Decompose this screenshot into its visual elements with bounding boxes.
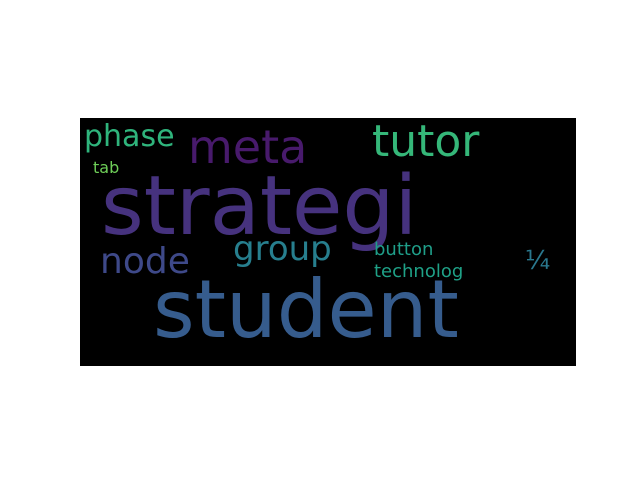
word-tutor: tutor: [372, 118, 480, 167]
word-tab: tab: [93, 158, 120, 177]
word-meta: meta: [188, 120, 308, 174]
word-strategi: strategi: [101, 159, 418, 254]
word-phase: phase: [84, 119, 175, 154]
word-node: node: [100, 241, 190, 282]
word-cloud: strategi student meta tutor phase node g…: [80, 118, 576, 366]
word-group: group: [233, 229, 332, 269]
word-technolog: technolog: [374, 261, 464, 282]
word-student: student: [153, 263, 459, 356]
word-button: button: [374, 239, 434, 260]
word-one-quarter: ¼: [525, 246, 551, 276]
